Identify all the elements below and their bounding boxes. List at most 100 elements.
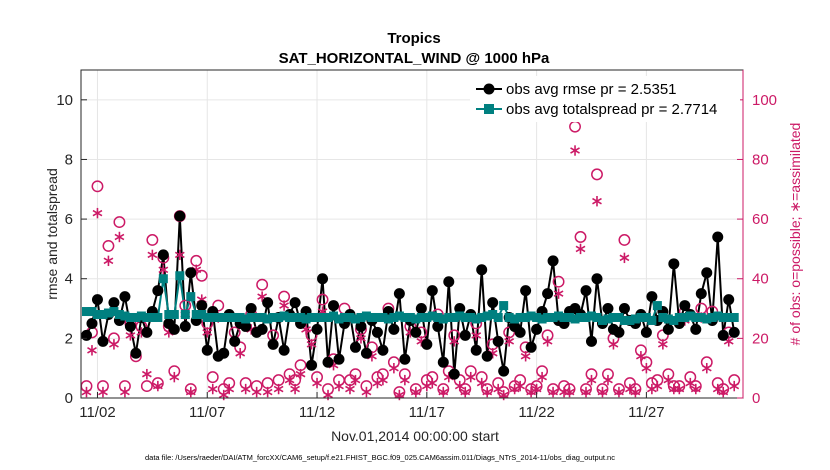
spread-point — [438, 314, 448, 324]
obs-assimilated-point — [652, 380, 663, 392]
obs-assimilated-point — [630, 386, 641, 398]
spread-point — [630, 314, 640, 324]
spread-point — [658, 312, 668, 322]
spread-point — [213, 312, 223, 322]
rmse-point — [86, 317, 98, 329]
rmse-point — [201, 344, 213, 356]
spread-point — [323, 312, 333, 322]
obs-assimilated-point — [98, 386, 108, 398]
rmse-point — [410, 326, 422, 338]
spread-point — [136, 311, 146, 321]
rmse-point — [256, 323, 268, 335]
obs-assimilated-point — [81, 386, 92, 398]
obs-assimilated-point — [581, 386, 591, 398]
rmse-point — [591, 273, 603, 285]
obs-assimilated-point — [427, 377, 438, 389]
spread-point — [285, 312, 295, 322]
rmse-point — [432, 320, 444, 332]
rmse-point — [723, 294, 735, 306]
obs-assimilated-point — [378, 374, 388, 386]
rmse-point — [454, 303, 466, 315]
y2-axis-label: # of obs: o=possible; ∗=assimilated — [787, 123, 803, 346]
rmse-point — [437, 356, 449, 368]
spread-point — [142, 312, 152, 322]
spread-point — [263, 314, 273, 324]
spread-point — [394, 311, 404, 321]
obs-assimilated-point — [454, 380, 465, 392]
spread-point — [488, 310, 498, 320]
spread-point — [460, 312, 470, 322]
spread-point — [526, 311, 536, 321]
legend-rmse-label: obs avg rmse pr = 2.5351 — [506, 81, 677, 98]
rmse-point — [602, 303, 614, 315]
rmse-point — [481, 350, 493, 362]
spread-point — [400, 312, 410, 322]
rmse-point — [393, 288, 405, 300]
rmse-point — [717, 329, 729, 341]
x-tick-label: 11/17 — [409, 404, 445, 421]
spread-point — [652, 301, 662, 311]
rmse-point — [695, 288, 707, 300]
obs-assimilated-point — [202, 327, 213, 338]
spread-point — [197, 310, 207, 320]
spread-point — [537, 314, 547, 324]
y2-axis-ticks: 0 20 40 60 80 100 — [737, 92, 777, 407]
obs-assimilated-point — [619, 252, 630, 264]
y-tick-label: 8 — [65, 151, 73, 168]
spread-point — [477, 312, 487, 322]
spread-point — [669, 315, 679, 325]
spread-point — [691, 312, 701, 322]
rmse-point — [712, 231, 724, 243]
spread-point — [685, 311, 695, 321]
obs-assimilated-point — [635, 351, 646, 362]
obs-assimilated-point — [207, 383, 218, 395]
obs-assimilated-point — [114, 231, 125, 243]
y2-tick-label: 0 — [752, 390, 760, 407]
y-axis-ticks: 0 2 4 6 8 10 — [56, 92, 87, 407]
spread-point — [329, 311, 339, 321]
spread-point — [345, 312, 355, 322]
spread-point — [581, 312, 591, 322]
obs-assimilated-point — [570, 145, 580, 156]
spread-point — [367, 312, 377, 322]
y-tick-label: 6 — [65, 211, 73, 228]
spread-point — [164, 310, 174, 320]
spread-point — [586, 311, 596, 321]
rmse-point — [349, 341, 361, 353]
spread-point — [235, 312, 245, 322]
spread-point — [647, 315, 657, 325]
obs-assimilated-point — [718, 386, 729, 398]
obs-assimilated-point — [152, 380, 163, 392]
spread-point — [592, 312, 602, 322]
obs-assimilated-point — [685, 377, 696, 389]
rmse-point — [306, 359, 318, 371]
rmse-point — [229, 335, 241, 347]
obs-possible-point — [256, 278, 269, 291]
x-tick-label: 11/07 — [189, 404, 225, 421]
obs-assimilated-point — [103, 255, 114, 267]
spread-point — [224, 312, 234, 322]
rmse-point — [152, 285, 164, 297]
obs-assimilated-point — [109, 339, 119, 350]
rmse-point — [377, 344, 389, 356]
obs-assimilated-point — [251, 386, 262, 398]
spread-point — [548, 312, 558, 322]
legend: obs avg rmse pr = 2.5351 obs avg totalsp… — [470, 76, 740, 122]
spread-point — [268, 312, 278, 322]
legend-box — [470, 76, 740, 122]
spread-point — [422, 312, 432, 322]
obs-possible-point — [206, 371, 219, 384]
legend-rmse-marker — [483, 83, 495, 95]
spread-point — [543, 312, 553, 322]
rmse-point — [240, 320, 252, 332]
spread-point — [636, 312, 646, 322]
spread-point — [707, 312, 717, 322]
rmse-point — [124, 320, 136, 332]
spread-point — [411, 314, 421, 324]
spread-point — [307, 312, 317, 322]
obs-possible-point — [591, 168, 603, 181]
spread-point — [559, 312, 569, 322]
spread-point — [515, 312, 525, 322]
obs-assimilated-point — [312, 377, 322, 389]
